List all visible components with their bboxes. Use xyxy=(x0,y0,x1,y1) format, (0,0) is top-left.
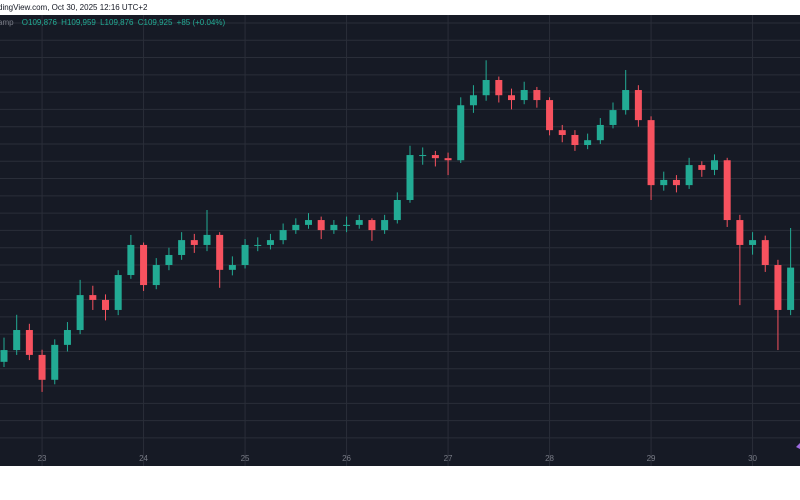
candle-body xyxy=(228,265,236,270)
candle-body xyxy=(241,244,249,266)
candle-body xyxy=(622,90,630,111)
candle-body xyxy=(419,155,427,157)
candle-body xyxy=(63,330,71,345)
candle-body xyxy=(774,265,782,310)
candle-body xyxy=(114,275,122,310)
legend-low: L109,876 xyxy=(100,18,134,27)
candle-body xyxy=(343,224,351,226)
candle-body xyxy=(444,158,452,161)
marker-icon xyxy=(796,443,800,449)
candle-body xyxy=(634,90,642,121)
candle-body xyxy=(203,234,211,245)
candle-body xyxy=(178,240,186,255)
candle-body xyxy=(25,330,33,355)
candle-body xyxy=(406,155,414,200)
candle-body xyxy=(152,265,160,286)
header-strip xyxy=(0,0,800,15)
x-tick-label: 23 xyxy=(38,454,47,463)
candle-body xyxy=(749,240,757,245)
ohlc-legend: amp O109,876 H109,959 L109,876 C109,925 … xyxy=(0,18,225,27)
candle-body xyxy=(0,350,8,362)
legend-change: +85 (+0.04%) xyxy=(177,18,226,27)
candle-body xyxy=(266,240,274,245)
candle-body xyxy=(647,120,655,186)
x-tick-label: 28 xyxy=(545,454,554,463)
candle-body xyxy=(165,254,173,266)
legend-open: O109,876 xyxy=(22,18,58,27)
candle-body xyxy=(571,134,579,146)
candle-body xyxy=(38,354,46,380)
candle-body xyxy=(584,140,592,146)
candle-body xyxy=(609,110,617,125)
candle-body xyxy=(279,230,287,241)
x-tick-label: 25 xyxy=(241,454,250,463)
candle-body xyxy=(711,160,718,170)
candle-body xyxy=(469,95,477,106)
candle-body xyxy=(355,220,363,225)
candle-body xyxy=(190,240,198,245)
candle-body xyxy=(254,244,262,246)
candle-body xyxy=(672,179,680,186)
x-tick-label: 27 xyxy=(444,454,453,463)
candle-body xyxy=(736,220,744,245)
candle-body xyxy=(102,299,109,310)
candle-body xyxy=(787,267,795,310)
candle-body xyxy=(13,330,21,351)
candle-body xyxy=(660,179,668,186)
candle-body xyxy=(393,199,401,221)
candle-body xyxy=(698,165,706,170)
candle-body xyxy=(305,220,312,225)
candle-body xyxy=(140,244,148,286)
candle-body xyxy=(76,295,84,331)
grid xyxy=(0,15,800,466)
x-tick-label: 26 xyxy=(342,454,351,463)
candle-body xyxy=(761,240,769,266)
candle-body xyxy=(317,220,325,231)
candle-body xyxy=(381,220,389,231)
candle-body xyxy=(723,160,731,221)
candle-body xyxy=(368,220,376,231)
candle-body xyxy=(533,90,541,101)
candle-body xyxy=(127,244,135,276)
candle-body xyxy=(558,130,566,135)
candle-body xyxy=(546,100,554,131)
candle-body xyxy=(508,95,515,101)
legend-high: H109,959 xyxy=(61,18,96,27)
candle-body xyxy=(495,80,503,96)
chart-background xyxy=(0,15,800,466)
legend-close: C109,925 xyxy=(138,18,173,27)
candle-body xyxy=(520,90,528,101)
candle-body xyxy=(89,295,97,300)
candle-body xyxy=(685,165,693,186)
x-tick-label: 29 xyxy=(647,454,656,463)
candle-body xyxy=(482,80,490,96)
candle-body xyxy=(457,105,465,161)
x-tick-label: 30 xyxy=(748,454,757,463)
x-tick-label: 24 xyxy=(139,454,148,463)
source-text: dingView.com, Oct 30, 2025 12:16 UTC+2 xyxy=(0,3,148,12)
candle-body xyxy=(431,155,439,159)
candle-body xyxy=(216,234,224,270)
candle-body xyxy=(51,344,59,380)
symbol: amp xyxy=(0,18,14,27)
candles xyxy=(0,60,795,392)
candle-body xyxy=(292,224,300,231)
candle-body xyxy=(330,224,338,231)
candle-body xyxy=(596,124,604,141)
